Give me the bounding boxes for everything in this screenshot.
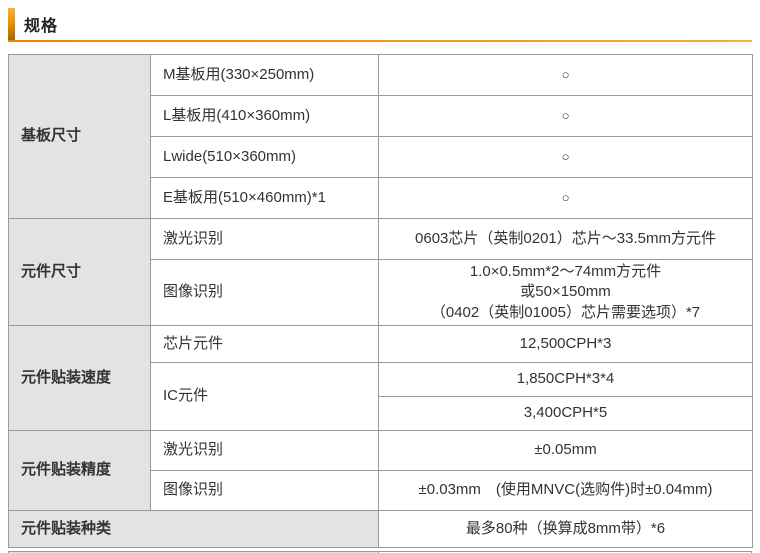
board-item-name: E基板用(510×460mm)*1	[150, 177, 379, 219]
size-vision-name: 图像识别	[150, 259, 379, 326]
page-title: 规格	[24, 18, 59, 35]
row-header-board-size: 基板尺寸	[8, 54, 151, 219]
table-row-board-2: L基板用(410×360mm) ○	[9, 95, 753, 137]
accuracy-laser-value: ±0.05mm	[378, 430, 753, 471]
table-row-types: 元件贴装种类 最多80种（换算成8mm带）*6	[8, 510, 753, 548]
speed-ic-name: IC元件	[150, 362, 379, 431]
types-value: 最多80种（换算成8mm带）*6	[378, 510, 753, 548]
size-laser-value: 0603芯片（英制0201）芯片～33.5mm方元件	[378, 218, 753, 260]
table-row-speed-ic-2: 3,400CPH*5	[9, 396, 753, 431]
table-row-accuracy-laser: 元件贴装精度 激光识别 ±0.05mm	[8, 430, 753, 511]
accent-bar-icon	[8, 8, 15, 40]
size-vision-value: 1.0×0.5mm*2～74mm方元件 或50×150mm （0402（英制01…	[378, 259, 753, 326]
board-item-value: ○	[378, 177, 753, 219]
row-header-placement-speed: 元件贴装速度	[8, 325, 151, 431]
board-item-name: Lwide(510×360mm)	[150, 136, 379, 178]
accuracy-laser-name: 激光识别	[150, 430, 379, 471]
table-row-board-1: 基板尺寸 M基板用(330×250mm) ○	[8, 54, 753, 219]
spec-page: 规格 基板尺寸 M基板用(330×250mm) ○ L基板用(410×360mm…	[0, 6, 760, 553]
board-item-value: ○	[378, 136, 753, 178]
size-vision-line: 1.0×0.5mm*2～74mm方元件	[469, 263, 662, 281]
board-item-name: L基板用(410×360mm)	[150, 95, 379, 137]
accuracy-vision-value: ±0.03mm (使用MNVC(选购件)时±0.04mm)	[378, 470, 753, 511]
section-header: 规格	[8, 6, 752, 42]
size-vision-line: 或50×150mm	[520, 283, 611, 301]
table-row-board-3: Lwide(510×360mm) ○	[9, 136, 753, 178]
size-vision-line: （0402（英制01005）芯片需要选项）*7	[430, 303, 701, 321]
board-item-name: M基板用(330×250mm)	[150, 54, 379, 96]
row-header-component-types: 元件贴装种类	[8, 510, 379, 548]
speed-chip-name: 芯片元件	[150, 325, 379, 363]
board-item-value: ○	[378, 95, 753, 137]
table-row-size-laser: 元件尺寸 激光识别 0603芯片（英制0201）芯片～33.5mm方元件	[8, 218, 753, 326]
table-row-speed-chip: 元件贴装速度 芯片元件 12,500CPH*3	[8, 325, 753, 431]
table-row-size-vision: 图像识别 1.0×0.5mm*2～74mm方元件 或50×150mm （0402…	[9, 259, 753, 326]
speed-ic-value-2: 3,400CPH*5	[378, 396, 753, 431]
size-laser-name: 激光识别	[150, 218, 379, 260]
spec-table: 基板尺寸 M基板用(330×250mm) ○ L基板用(410×360mm) ○…	[8, 54, 753, 548]
table-row-board-4: E基板用(510×460mm)*1 ○	[9, 177, 753, 219]
row-header-placement-accuracy: 元件贴装精度	[8, 430, 151, 511]
speed-ic-value-1: 1,850CPH*3*4	[378, 362, 753, 397]
board-item-value: ○	[378, 54, 753, 96]
accuracy-vision-name: 图像识别	[150, 470, 379, 511]
table-row-accuracy-vision: 图像识别 ±0.03mm (使用MNVC(选购件)时±0.04mm)	[9, 470, 753, 511]
speed-chip-value: 12,500CPH*3	[378, 325, 753, 363]
row-header-component-size: 元件尺寸	[8, 218, 151, 326]
